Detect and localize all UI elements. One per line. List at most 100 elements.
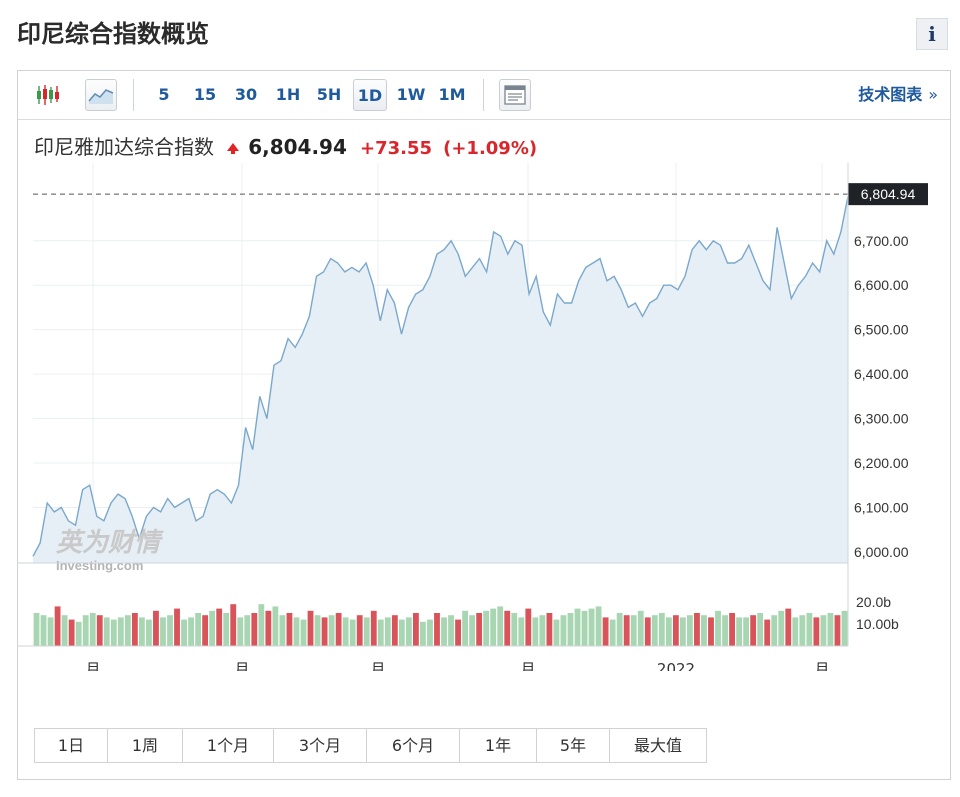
volume-bar bbox=[455, 619, 461, 646]
volume-bar bbox=[363, 617, 370, 646]
range-3m[interactable]: 3个月 bbox=[274, 729, 367, 762]
range-selector: 1日 1周 1个月 3个月 6个月 1年 5年 最大值 bbox=[34, 728, 707, 763]
y-tick-label: 6,100.00 bbox=[854, 499, 909, 515]
volume-bar bbox=[511, 613, 518, 646]
volume-bar bbox=[743, 617, 750, 646]
volume-bar bbox=[518, 617, 525, 646]
volume-bar bbox=[230, 604, 237, 646]
candlestick-icon[interactable] bbox=[32, 79, 64, 111]
volume-bar bbox=[764, 619, 771, 646]
volume-bar bbox=[434, 613, 440, 646]
range-5y[interactable]: 5年 bbox=[537, 729, 610, 762]
timeframe-5h[interactable]: 5H bbox=[316, 85, 342, 104]
x-tick-label: 月 bbox=[520, 660, 535, 671]
volume-bar bbox=[40, 615, 47, 646]
volume-bar bbox=[609, 619, 616, 646]
timeframe-1h[interactable]: 1H bbox=[275, 85, 301, 104]
up-arrow-icon bbox=[227, 143, 240, 154]
volume-bar bbox=[146, 619, 152, 646]
volume-bar bbox=[398, 619, 405, 646]
volume-bar bbox=[546, 613, 553, 646]
volume-bar bbox=[827, 613, 834, 646]
volume-bar bbox=[356, 615, 363, 646]
volume-bar bbox=[722, 615, 728, 646]
volume-bar bbox=[581, 610, 588, 646]
volume-bar bbox=[103, 617, 110, 646]
volume-bar bbox=[813, 617, 820, 646]
volume-bar bbox=[525, 608, 532, 646]
last-price-label: 6,804.94 bbox=[861, 186, 916, 202]
volume-bar bbox=[687, 615, 693, 646]
volume-bar bbox=[89, 613, 96, 646]
volume-bar bbox=[476, 613, 483, 646]
volume-bar bbox=[117, 617, 124, 646]
volume-bar bbox=[665, 617, 672, 646]
volume-bar bbox=[342, 617, 349, 646]
volume-bar bbox=[574, 608, 581, 646]
volume-bar bbox=[637, 610, 644, 646]
volume-bar bbox=[181, 619, 187, 646]
timeframe-30[interactable]: 30 bbox=[234, 85, 258, 104]
volume-bar bbox=[560, 615, 567, 646]
volume-bar bbox=[757, 613, 764, 646]
range-1d[interactable]: 1日 bbox=[35, 729, 108, 762]
volume-bar bbox=[532, 617, 539, 646]
price-area bbox=[33, 196, 848, 564]
price-line bbox=[32, 196, 849, 557]
volume-bar bbox=[736, 617, 743, 646]
volume-bar bbox=[616, 613, 623, 646]
volume-tick-label: 20.0b bbox=[856, 594, 891, 610]
volume-bar bbox=[841, 610, 848, 646]
volume-bar bbox=[286, 613, 293, 646]
volume-bar bbox=[82, 615, 89, 646]
volume-bar bbox=[553, 619, 560, 646]
x-tick-label: 2022 bbox=[657, 660, 695, 671]
volume-bar bbox=[497, 606, 504, 646]
volume-bar bbox=[237, 617, 244, 646]
volume-bar bbox=[462, 610, 469, 646]
volume-bar bbox=[33, 613, 40, 646]
price-chart[interactable]: 6,804.94 6,000.00 6,100.00 6,200.00 6,300.00… bbox=[18, 71, 950, 671]
volume-bar bbox=[160, 617, 166, 646]
volume-tick-label: 10.00b bbox=[856, 616, 899, 632]
timeframe-5[interactable]: 5 bbox=[158, 85, 170, 104]
price-change: +73.55 bbox=[359, 138, 433, 159]
area-chart-icon[interactable] bbox=[85, 79, 117, 111]
info-button[interactable]: i bbox=[916, 18, 948, 50]
x-tick-label: 月 bbox=[370, 660, 385, 671]
x-tick-label: 月 bbox=[814, 660, 829, 671]
volume-bar bbox=[405, 617, 412, 646]
volume-bar bbox=[588, 608, 595, 646]
volume-bar bbox=[701, 615, 707, 646]
timeframe-15[interactable]: 15 bbox=[193, 85, 217, 104]
volume-bar bbox=[602, 617, 609, 646]
chart-panel: 5 15 30 1H 5H 1D 1W 1M 技术图表 » 印尼雅加达综合指数 6… bbox=[17, 70, 951, 780]
chevron-right-icon: » bbox=[928, 85, 938, 104]
volume-bar bbox=[539, 615, 546, 646]
y-tick-label: 6,500.00 bbox=[854, 322, 909, 338]
volume-bar bbox=[223, 613, 230, 646]
technical-chart-link[interactable]: 技术图表 » bbox=[858, 79, 938, 111]
volume-bar bbox=[820, 615, 827, 646]
timeframe-1d[interactable]: 1D bbox=[353, 79, 387, 111]
volume-bar bbox=[96, 615, 103, 646]
volume-bar bbox=[279, 615, 286, 646]
y-tick-label: 6,400.00 bbox=[854, 366, 909, 382]
volume-bar bbox=[377, 619, 384, 646]
volume-bar bbox=[441, 617, 447, 646]
volume-bar bbox=[469, 615, 476, 646]
volume-bar bbox=[715, 610, 721, 646]
range-1y[interactable]: 1年 bbox=[460, 729, 537, 762]
volume-bar bbox=[644, 617, 651, 646]
range-1m[interactable]: 1个月 bbox=[183, 729, 274, 762]
timeframe-1m[interactable]: 1M bbox=[438, 85, 466, 104]
volume-bar bbox=[216, 608, 223, 646]
timeframe-1w[interactable]: 1W bbox=[396, 85, 426, 104]
chart-toolbar: 5 15 30 1H 5H 1D 1W 1M 技术图表 » bbox=[18, 71, 950, 120]
range-1w[interactable]: 1周 bbox=[108, 729, 183, 762]
volume-bar bbox=[595, 606, 602, 646]
table-view-icon[interactable] bbox=[499, 79, 531, 111]
range-6m[interactable]: 6个月 bbox=[367, 729, 460, 762]
volume-bar bbox=[68, 619, 75, 646]
range-max[interactable]: 最大值 bbox=[610, 729, 706, 762]
